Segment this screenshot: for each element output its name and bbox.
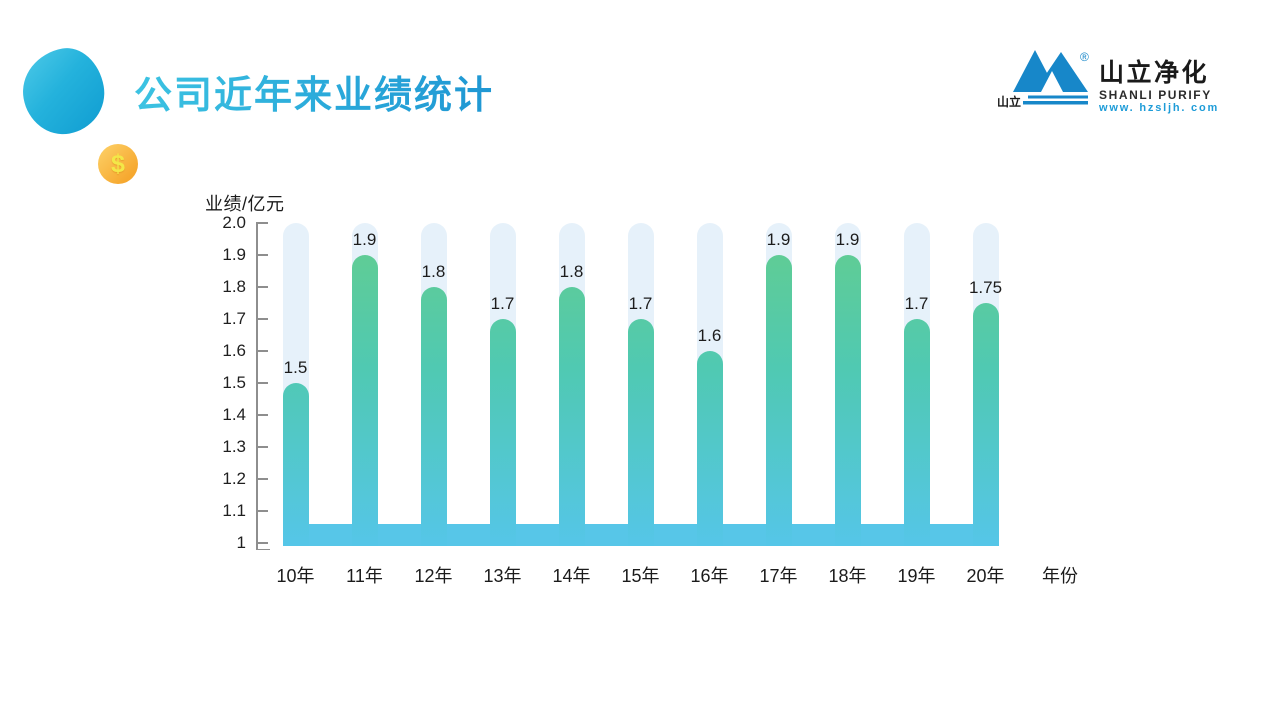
y-tick-mark <box>256 446 268 448</box>
bar-value-label: 1.7 <box>904 294 929 313</box>
x-tick-label: 15年 <box>621 566 660 586</box>
x-tick-label: 17年 <box>759 566 798 586</box>
chart-bar <box>834 255 861 546</box>
coin-icon: $ <box>98 144 138 184</box>
y-tick-mark <box>256 318 268 320</box>
x-tick-label: 18年 <box>828 566 867 586</box>
dollar-sign: $ <box>111 149 125 178</box>
x-tick-label: 10年 <box>276 566 315 586</box>
y-tick-label: 1.1 <box>222 501 246 520</box>
chart-bar <box>903 319 930 546</box>
x-tick-label: 13年 <box>483 566 522 586</box>
logo-text-block: 山立净化 SHANLI PURIFY www. hzsljh. com <box>1099 44 1219 114</box>
y-tick-label: 1.2 <box>222 469 246 488</box>
company-logo: 山立 ® 山立净化 SHANLI PURIFY www. hzsljh. com <box>995 44 1219 114</box>
chart-bar <box>282 383 309 546</box>
y-tick-mark <box>256 222 268 224</box>
y-tick-label: 1.4 <box>222 405 246 424</box>
x-tick-label: 20年 <box>966 566 1005 586</box>
y-tick-mark <box>256 542 268 544</box>
bar-value-label: 1.6 <box>697 326 722 345</box>
x-tick-label: 11年 <box>346 566 383 586</box>
y-tick-label: 1.9 <box>222 245 246 264</box>
chart-bar <box>489 319 516 546</box>
chart-bar <box>351 255 378 546</box>
y-tick-label: 1.5 <box>222 373 246 392</box>
logo-website: www. hzsljh. com <box>1099 102 1220 114</box>
bar-value-label: 1.7 <box>628 294 653 313</box>
bar-value-label: 1.7 <box>490 294 515 313</box>
x-tick-label: 19年 <box>897 566 936 586</box>
bar-value-label: 1.9 <box>766 230 791 249</box>
y-tick-mark <box>256 382 268 384</box>
y-tick-label: 1.7 <box>222 309 246 328</box>
bar-value-label: 1.9 <box>835 230 860 249</box>
chart-bar <box>627 319 654 546</box>
x-tick-label: 16年 <box>690 566 729 586</box>
y-tick-mark <box>256 478 268 480</box>
y-tick-label: 1.3 <box>222 437 246 456</box>
y-tick-label: 2.0 <box>222 213 246 232</box>
y-tick-mark <box>256 510 268 512</box>
x-axis-line <box>256 548 270 551</box>
bar-value-label: 1.75 <box>968 278 1003 297</box>
x-tick-label: 14年 <box>552 566 591 586</box>
slide-title: 公司近年来业绩统计 <box>134 64 494 119</box>
bar-value-label: 1.8 <box>421 262 446 281</box>
bar-value-label: 1.5 <box>283 358 308 377</box>
bar-value-label: 1.8 <box>559 262 584 281</box>
chart-bar <box>765 255 792 546</box>
y-tick-label: 1.8 <box>222 277 246 296</box>
y-tick-mark <box>256 286 268 288</box>
y-axis-title: 业绩/亿元 <box>205 194 285 214</box>
mountain-logo-icon: 山立 ® <box>997 50 1089 109</box>
registered-trademark-icon: ® <box>1080 50 1089 64</box>
y-tick-mark <box>256 350 268 352</box>
y-tick-mark <box>256 254 268 256</box>
chart-bar <box>696 351 723 546</box>
logo-company-name-en: SHANLI PURIFY <box>1099 88 1212 102</box>
chart-bar <box>972 303 999 546</box>
chart-bar <box>558 287 585 546</box>
y-tick-label: 1 <box>236 533 246 552</box>
logo-mark-text: 山立 <box>997 94 1021 109</box>
x-tick-label: 12年 <box>414 566 453 586</box>
x-axis-title: 年份 <box>1042 566 1078 586</box>
y-tick-label: 1.6 <box>222 341 246 360</box>
chart-bar <box>420 287 447 546</box>
logo-company-name-cn: 山立净化 <box>1099 59 1210 87</box>
y-axis-line <box>256 223 258 550</box>
bar-value-label: 1.9 <box>352 230 377 249</box>
y-tick-mark <box>256 414 268 416</box>
